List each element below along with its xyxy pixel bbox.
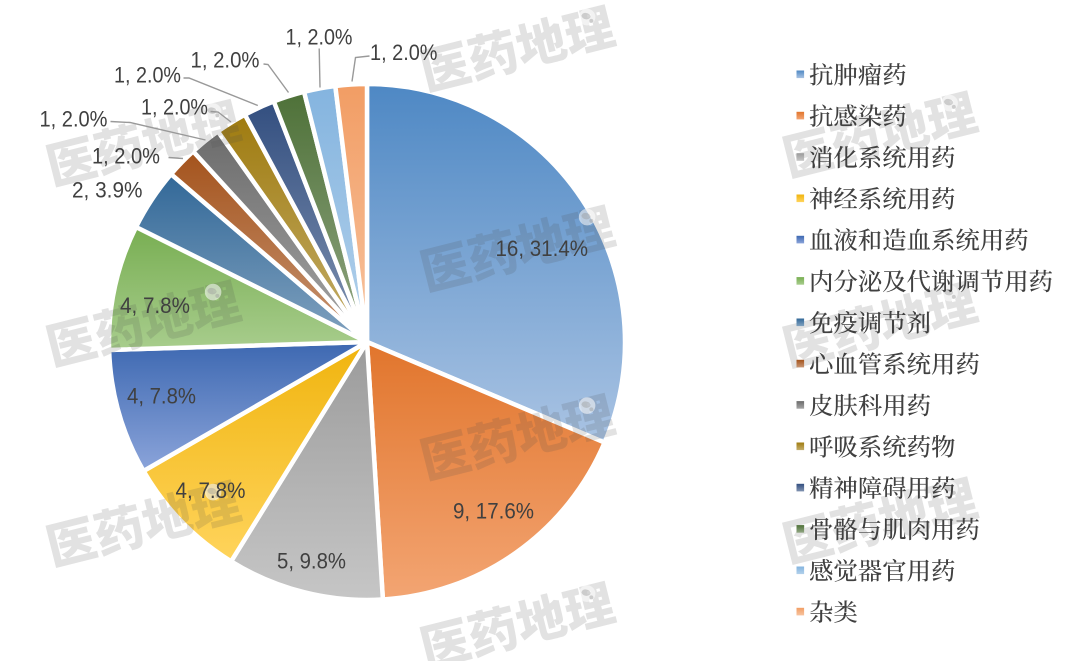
- svg-text:4, 7.8%: 4, 7.8%: [120, 293, 190, 318]
- svg-text:4, 7.8%: 4, 7.8%: [127, 384, 196, 409]
- svg-text:1, 2.0%: 1, 2.0%: [286, 25, 353, 50]
- svg-text:16, 31.4%: 16, 31.4%: [496, 236, 589, 261]
- svg-text:5, 9.8%: 5, 9.8%: [277, 549, 346, 574]
- svg-text:1, 2.0%: 1, 2.0%: [191, 48, 260, 73]
- svg-text:1, 2.0%: 1, 2.0%: [141, 95, 208, 120]
- svg-text:1, 2.0%: 1, 2.0%: [92, 144, 160, 169]
- svg-text:9, 17.6%: 9, 17.6%: [453, 499, 534, 524]
- svg-text:2, 3.9%: 2, 3.9%: [72, 178, 143, 203]
- svg-text:4, 7.8%: 4, 7.8%: [176, 478, 246, 503]
- svg-text:1, 2.0%: 1, 2.0%: [370, 40, 438, 65]
- svg-text:1, 2.0%: 1, 2.0%: [40, 107, 108, 132]
- svg-text:1, 2.0%: 1, 2.0%: [114, 63, 181, 88]
